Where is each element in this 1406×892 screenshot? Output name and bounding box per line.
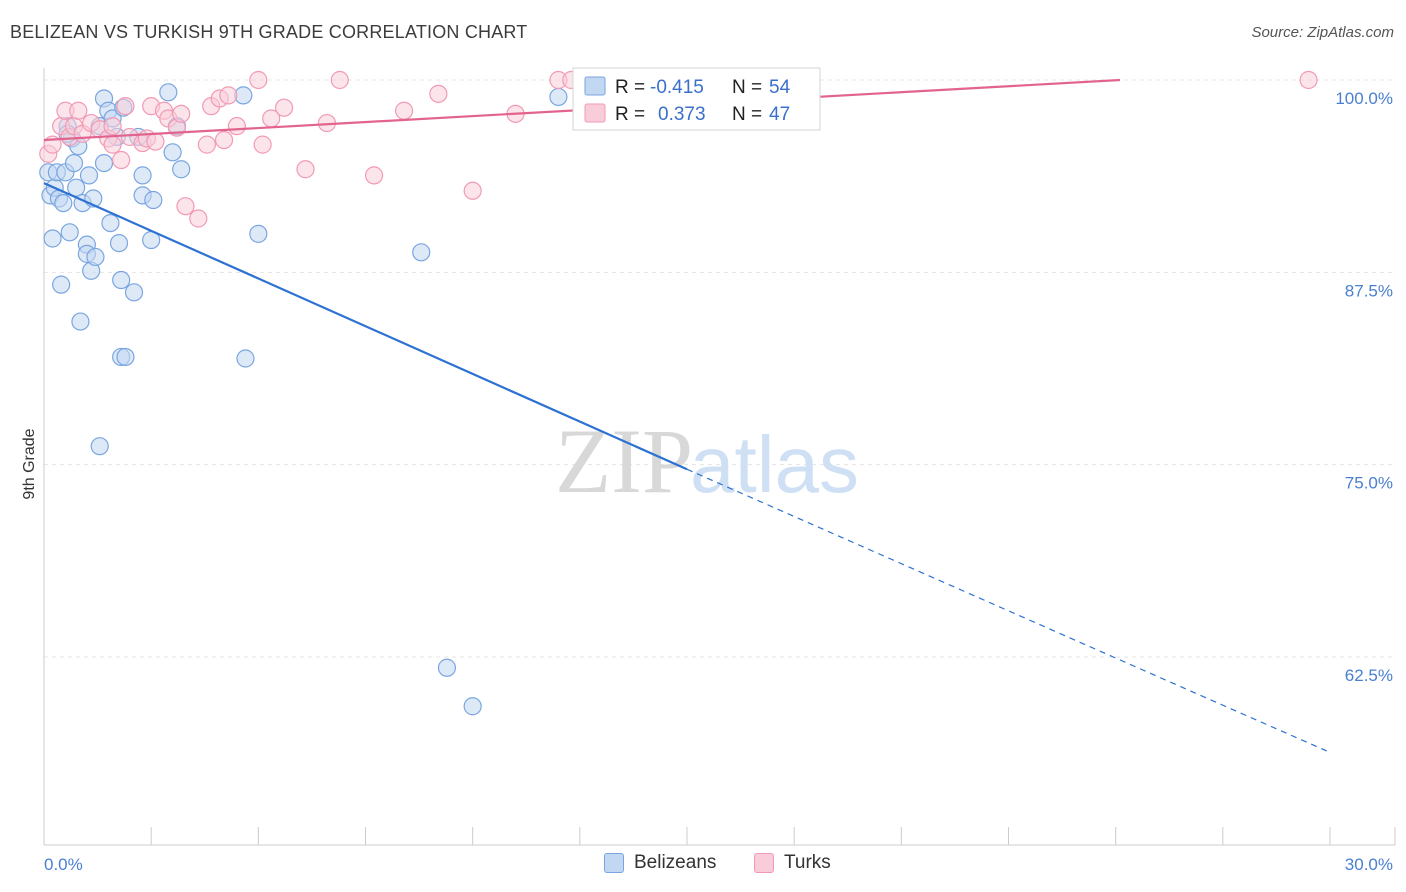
legend-swatch-turks (584, 103, 606, 123)
belizean-point (549, 87, 568, 107)
legend-r-label-1: R = (615, 77, 645, 98)
turk-point (189, 209, 208, 228)
bottom-legend: Belizeans Turks (0, 852, 1406, 878)
turk-point (227, 117, 246, 136)
belizean-point (163, 143, 182, 162)
turk-point (296, 160, 315, 179)
bottom-legend-label-turks: Turks (784, 852, 831, 873)
belizean-trend-extension (686, 468, 1331, 753)
turk-point (116, 97, 135, 116)
legend-n-value-1: 54 (769, 77, 791, 98)
turk-point (364, 166, 384, 185)
data-points (39, 70, 1318, 716)
turks-swatch-icon (754, 853, 774, 873)
x-tick-label: 0.0% (44, 855, 83, 874)
grid-lines (44, 79, 1395, 658)
belizean-point (133, 166, 152, 185)
belizean-point (90, 437, 109, 456)
belizean-point (144, 190, 163, 210)
belizean-point (116, 347, 135, 367)
belizean-point (64, 153, 84, 173)
belizean-point (172, 160, 191, 179)
belizean-point (437, 658, 457, 677)
x-tick-label: 30.0% (1345, 855, 1393, 874)
turk-point (103, 135, 122, 154)
turk-point (463, 181, 482, 200)
turk-point (394, 101, 414, 120)
turk-point (429, 84, 448, 103)
legend-r-value-2: 0.373 (658, 104, 706, 125)
turk-point (330, 70, 349, 90)
belizean-trend-line (43, 182, 688, 471)
legend-r-label-2: R = (615, 104, 645, 125)
turk-point (274, 98, 294, 117)
belizean-point (412, 243, 431, 262)
turk-point (112, 150, 131, 170)
turk-point (103, 117, 122, 136)
belizean-point (112, 270, 131, 290)
turk-point (146, 132, 165, 151)
belizean-point (249, 224, 268, 243)
y-tick-label: 87.5% (1345, 281, 1393, 300)
belizean-point (109, 233, 129, 253)
belizean-point (101, 213, 120, 233)
belizean-point (52, 275, 71, 294)
y-tick-label: 62.5% (1345, 666, 1393, 685)
watermark-zip: ZIP (555, 410, 693, 512)
legend-r-value-1: -0.415 (650, 77, 704, 98)
belizean-point (236, 349, 255, 368)
belizeans-swatch-icon (604, 853, 624, 873)
bottom-legend-label-belizeans: Belizeans (634, 852, 717, 873)
y-tick-label: 100.0% (1335, 89, 1393, 108)
belizean-point (86, 247, 105, 267)
turk-point (172, 104, 191, 123)
turk-point (249, 70, 268, 90)
turk-point (69, 101, 88, 120)
belizean-point (94, 153, 114, 173)
turk-point (253, 135, 272, 154)
turk-point (219, 86, 238, 105)
belizean-point (159, 83, 178, 102)
turk-point (1299, 70, 1318, 90)
legend-n-value-2: 47 (769, 104, 790, 125)
watermark-atlas: atlas (690, 420, 859, 509)
belizean-point (79, 166, 99, 185)
bottom-legend-item-turks: Turks (754, 852, 831, 874)
legend-swatch-belizeans (584, 76, 606, 96)
legend-n-label-2: N = (732, 104, 762, 125)
belizean-point (43, 229, 62, 248)
turk-point (214, 130, 234, 150)
belizean-point (54, 193, 73, 213)
belizean-point (463, 697, 482, 716)
turk-point (176, 197, 195, 216)
turk-point (197, 135, 216, 154)
source-credit: Source: ZipAtlas.com (1251, 24, 1394, 41)
belizean-point (124, 283, 144, 302)
belizean-point (71, 312, 90, 331)
y-axis-label: 9th Grade (21, 428, 38, 499)
chart-title: BELIZEAN VS TURKISH 9TH GRADE CORRELATIO… (10, 22, 528, 42)
legend-box: R = -0.415 N = 54 R = 0.373 N = 47 (572, 67, 821, 131)
bottom-legend-item-belizeans: Belizeans (604, 852, 716, 874)
belizean-point (60, 223, 79, 242)
y-tick-label: 75.0% (1345, 474, 1393, 493)
legend-n-label-1: N = (732, 77, 762, 98)
